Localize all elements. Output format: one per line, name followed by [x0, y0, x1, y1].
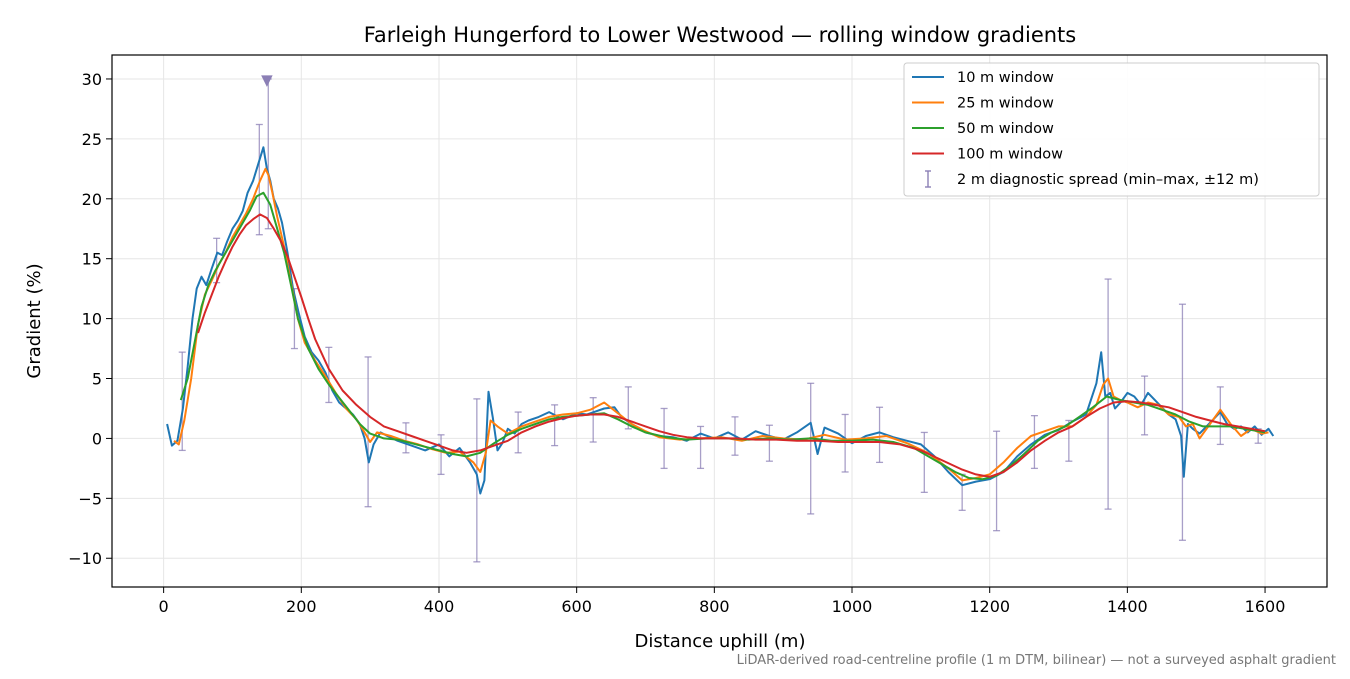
grid-lines — [112, 55, 1327, 587]
x-tick-label: 600 — [561, 597, 592, 616]
y-tick-label: 25 — [82, 130, 102, 149]
series-line-100-m-window — [197, 213, 1266, 478]
x-tick-label: 800 — [699, 597, 730, 616]
diagnostic-spread-bar — [402, 422, 410, 454]
diagnostic-spread-bar — [514, 411, 522, 454]
legend-item: 10 m window — [912, 70, 1054, 86]
diagnostic-spread-bar — [325, 346, 333, 404]
legend-item: 2 m diagnostic spread (min–max, ±12 m) — [925, 170, 1259, 188]
peak-marker-layer: ▼ — [261, 71, 273, 89]
x-tick-label: 400 — [424, 597, 455, 616]
legend-label: 25 m window — [957, 96, 1054, 112]
y-tick-label: 10 — [82, 310, 102, 329]
diagnostic-spread-bar — [551, 404, 559, 447]
diagnostic-spread-bar — [1141, 375, 1149, 436]
legend-item: 25 m window — [912, 96, 1054, 112]
x-axis-label: Distance uphill (m) — [635, 631, 806, 652]
legend-box — [903, 62, 1320, 197]
diagnostic-spread-bar — [876, 406, 884, 464]
legend-item: 100 m window — [912, 147, 1063, 163]
peak-marker: ▼ — [261, 71, 273, 89]
y-tick-label: −10 — [68, 549, 102, 568]
y-axis-ticks: −10 −5 0 5 10 15 20 25 30 — [68, 70, 112, 568]
diagnostic-spread-bar — [993, 430, 1001, 532]
y-tick-label: 20 — [82, 190, 102, 209]
chart-title: Farleigh Hungerford to Lower Westwood — … — [364, 23, 1076, 47]
series-line-25-m-window — [173, 167, 1269, 482]
plot-frame — [111, 54, 1328, 588]
diagnostic-spread-errorbars — [178, 78, 1262, 563]
legend-label: 50 m window — [957, 121, 1054, 137]
diagnostic-spread-bar — [255, 123, 263, 236]
series-lines — [166, 146, 1275, 495]
legend-item: 50 m window — [912, 121, 1054, 137]
diagnostic-spread-bar — [807, 382, 815, 515]
x-tick-label: 1600 — [1245, 597, 1286, 616]
series-line-50-m-window — [179, 191, 1266, 481]
x-tick-label: 1200 — [969, 597, 1010, 616]
x-tick-label: 1000 — [832, 597, 873, 616]
diagnostic-spread-bar — [589, 397, 597, 443]
x-tick-label: 200 — [286, 597, 317, 616]
y-tick-label: 15 — [82, 250, 102, 269]
diagnostic-spread-bar — [437, 434, 445, 476]
x-tick-label: 1400 — [1107, 597, 1148, 616]
y-tick-label: 5 — [92, 370, 102, 389]
diagnostic-spread-bar — [841, 413, 849, 473]
legend: 10 m window 25 m window 50 m window 100 m w… — [903, 62, 1320, 197]
legend-label: 10 m window — [957, 70, 1054, 86]
y-tick-label: −5 — [78, 489, 102, 508]
legend-label: 100 m window — [957, 147, 1063, 163]
legend-label: 2 m diagnostic spread (min–max, ±12 m) — [957, 172, 1259, 188]
y-axis-label: Gradient (%) — [24, 263, 45, 378]
footnote: LiDAR-derived road-centreline profile (1… — [737, 653, 1336, 668]
diagnostic-spread-bar — [765, 424, 773, 462]
diagnostic-spread-bar — [473, 398, 481, 563]
y-tick-label: 30 — [82, 70, 102, 89]
y-tick-label: 0 — [92, 429, 102, 448]
diagnostic-spread-bar — [264, 78, 272, 230]
diagnostic-spread-bar — [178, 351, 186, 452]
x-axis-ticks: 0 200 400 600 800 1000 1200 1400 1600 — [159, 587, 1286, 616]
diagnostic-spread-bar — [1216, 386, 1224, 446]
x-tick-label: 0 — [159, 597, 169, 616]
diagnostic-spread-bar — [920, 431, 928, 493]
